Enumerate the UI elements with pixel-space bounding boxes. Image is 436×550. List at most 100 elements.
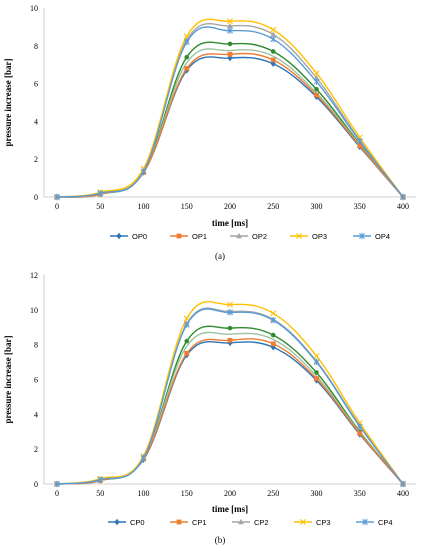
x-tick-label: 300 — [311, 489, 323, 498]
x-tick-label: 150 — [181, 489, 193, 498]
chart-a: 0 50 100 150 200 250 300 350 400 0 2 4 6 8 10 time [ms]… — [3, 4, 416, 261]
series-unnamed-5 — [54, 325, 406, 487]
data-point — [270, 35, 277, 43]
data-point — [313, 78, 320, 85]
legend-marker — [176, 519, 182, 525]
data-point — [227, 51, 233, 57]
legend-item: OP4 — [353, 232, 390, 241]
y-tick-label: 12 — [30, 271, 38, 280]
y-tick-label: 4 — [34, 117, 38, 126]
x-axis-title: time [ms] — [212, 218, 248, 228]
data-point — [270, 26, 277, 33]
x-tick-label: 200 — [224, 489, 236, 498]
data-point — [314, 86, 319, 92]
legend-label: CP4 — [378, 518, 393, 527]
series-op4 — [54, 26, 406, 201]
series-line — [56, 22, 404, 198]
data-point — [314, 370, 319, 375]
data-point — [270, 57, 276, 63]
data-point — [270, 60, 276, 67]
series-line — [56, 331, 404, 485]
y-tick-label: 0 — [34, 193, 38, 202]
x-tick-label: 150 — [181, 202, 193, 211]
series-line — [56, 48, 404, 198]
figure-caption: (b) — [215, 535, 226, 545]
x-tick-label: 250 — [267, 202, 279, 211]
data-point — [140, 168, 147, 175]
data-point — [356, 138, 363, 145]
legend-label: OP2 — [252, 232, 267, 241]
x-tick-label: 0 — [55, 202, 59, 211]
data-point — [227, 41, 233, 47]
legend-item: CP3 — [294, 518, 331, 527]
series-unnamed-6 — [56, 331, 404, 485]
data-point — [184, 54, 190, 60]
data-point — [183, 315, 190, 322]
legend: OP0 OP1 OP2 OP3 OP4 — [110, 232, 390, 241]
y-axis-title: pressure increase [bar] — [3, 59, 13, 147]
series-cp4 — [54, 308, 406, 488]
y-tick-label: 2 — [34, 445, 38, 454]
data-point — [227, 301, 233, 308]
data-point — [270, 332, 276, 338]
y-tick-label: 0 — [34, 480, 38, 489]
y-axis-title: pressure increase [bar] — [3, 336, 13, 424]
y-tick-label: 10 — [30, 4, 38, 13]
y-tick-label: 8 — [34, 341, 38, 350]
legend-marker — [236, 232, 242, 239]
x-tick-label: 250 — [267, 489, 279, 498]
legend-item: CP0 — [108, 518, 145, 527]
data-point — [227, 337, 233, 343]
legend-label: OP1 — [192, 232, 207, 241]
x-axis-title: time [ms] — [212, 504, 248, 514]
legend-marker — [362, 518, 368, 526]
legend-label: CP0 — [130, 518, 145, 527]
legend-item: OP1 — [170, 232, 207, 241]
x-tick-label: 50 — [96, 202, 104, 211]
legend-marker — [116, 232, 122, 240]
data-point — [227, 309, 233, 316]
data-point — [54, 193, 60, 201]
data-point — [183, 38, 190, 46]
legend-item: OP3 — [290, 232, 327, 241]
data-point — [97, 190, 104, 197]
y-tick-label: 4 — [34, 410, 38, 419]
series-line — [56, 26, 404, 198]
x-tick-label: 0 — [55, 489, 59, 498]
legend-label: CP1 — [192, 518, 207, 527]
data-point — [140, 454, 147, 462]
legend: CP0 CP1 CP2 CP3 CP4 — [108, 518, 393, 527]
series-unnamed-6 — [56, 48, 404, 198]
x-tick-label: 400 — [397, 489, 409, 498]
legend-label: CP3 — [316, 518, 331, 527]
legend-label: CP2 — [254, 518, 269, 527]
series-line — [56, 325, 404, 485]
y-tick-label: 8 — [34, 42, 38, 51]
legend-marker — [238, 518, 244, 525]
x-tick-label: 300 — [311, 202, 323, 211]
figure-caption: (a) — [215, 251, 225, 261]
x-tick-label: 350 — [354, 489, 366, 498]
data-point — [400, 480, 406, 488]
data-point — [314, 376, 319, 382]
legend-marker — [300, 519, 306, 525]
legend-label: OP3 — [312, 232, 327, 241]
series-op1 — [54, 51, 406, 200]
data-point — [400, 193, 406, 201]
data-point — [314, 92, 319, 98]
legend-item: CP1 — [170, 518, 207, 527]
legend-item: OP0 — [110, 232, 147, 241]
data-point — [227, 325, 233, 331]
legend-marker — [359, 232, 365, 240]
data-point — [313, 352, 320, 359]
x-tick-label: 100 — [137, 202, 149, 211]
legend-label: OP0 — [132, 232, 147, 241]
x-tick-label: 100 — [137, 489, 149, 498]
data-point — [183, 33, 190, 40]
series-op2 — [54, 22, 406, 200]
x-tick-label: 50 — [96, 489, 104, 498]
x-tick-label: 200 — [224, 202, 236, 211]
legend-item: OP2 — [230, 232, 267, 241]
legend-marker — [114, 518, 120, 526]
y-tick-label: 10 — [30, 306, 38, 315]
